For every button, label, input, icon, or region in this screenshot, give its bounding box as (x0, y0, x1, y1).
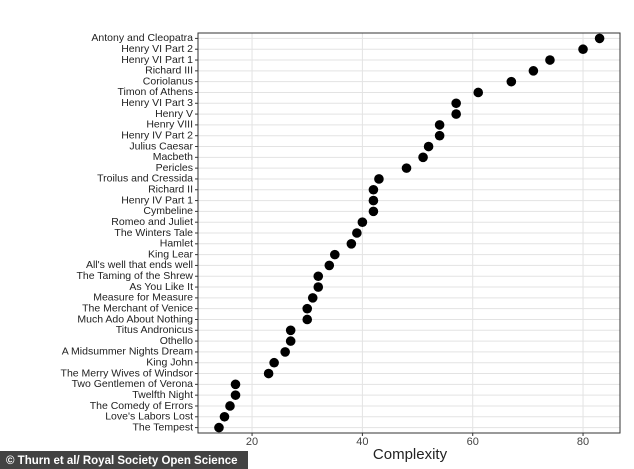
y-tick-label: Much Ado About Nothing (77, 313, 193, 325)
y-tick-label: Cymbeline (143, 205, 193, 217)
dot (352, 228, 362, 238)
dot (451, 98, 461, 109)
y-tick-label: All's well that ends well (86, 259, 193, 271)
dot (230, 390, 241, 400)
y-tick-label: Twelfth Night (132, 389, 193, 401)
dot (225, 401, 235, 411)
y-tick-label: Henry V (155, 108, 193, 120)
y-tick-label: A Midsummer Nights Dream (62, 346, 194, 358)
y-tick-label: Henry IV Part 2 (121, 129, 193, 141)
y-tick-label: Antony and Cleopatra (91, 32, 193, 44)
plot-area (197, 32, 621, 434)
dot (506, 76, 517, 87)
x-tick-label: 40 (356, 436, 368, 448)
y-tick-label: Henry IV Part 1 (121, 194, 193, 206)
y-tick-label: As You Like It (129, 281, 193, 293)
dot (578, 44, 588, 55)
dot (214, 422, 224, 433)
y-tick-label: Henry VI Part 1 (121, 54, 193, 66)
dot (473, 87, 484, 98)
dot (368, 184, 379, 195)
y-tick-label: Timon of Athens (118, 86, 193, 98)
dot (313, 282, 324, 292)
dot (434, 130, 445, 141)
dot (346, 239, 357, 249)
y-tick-label: The Comedy of Errors (90, 400, 193, 412)
dot (330, 249, 340, 260)
dot (219, 411, 230, 422)
y-tick-label: Henry VI Part 3 (121, 97, 193, 109)
dot (324, 260, 335, 271)
dot (401, 163, 412, 173)
dot (269, 357, 279, 368)
dot (285, 336, 296, 346)
y-tick-label: Romeo and Juliet (111, 216, 193, 228)
dot (528, 66, 539, 76)
y-tick-label: Troilus and Cressida (97, 173, 193, 185)
x-axis-label: Complexity (373, 446, 448, 463)
dot (313, 271, 324, 282)
y-tick-label: Hamlet (160, 238, 193, 250)
y-tick-label: Henry VIII (146, 119, 193, 131)
y-tick-label: Othello (160, 335, 193, 347)
y-tick-label: Measure for Measure (93, 292, 193, 304)
y-tick-label: Henry VI Part 2 (121, 43, 193, 55)
dot (545, 55, 555, 65)
y-tick-label: King John (146, 357, 193, 369)
dot (594, 33, 605, 44)
dot (280, 347, 290, 357)
y-tick-label: Julius Caesar (129, 140, 193, 152)
dot (423, 141, 434, 152)
x-tick-label: 20 (246, 436, 258, 448)
y-tick-label: Richard III (145, 65, 193, 77)
y-tick-label: Love's Labors Lost (105, 411, 193, 423)
x-tick-label: 80 (577, 436, 589, 448)
dot (307, 293, 318, 303)
dot (263, 368, 274, 379)
y-tick-label: Richard II (148, 184, 193, 196)
x-tick-label: 60 (467, 436, 479, 448)
dot (302, 314, 313, 325)
dot (357, 217, 368, 227)
y-tick-label: Titus Andronicus (116, 324, 193, 336)
credit: © Thurn et al/ Royal Society Open Scienc… (6, 455, 238, 467)
dot (374, 174, 384, 184)
dot (285, 325, 296, 336)
y-tick-label: The Winters Tale (114, 227, 193, 239)
credit-background (0, 451, 248, 469)
y-tick-label: Macbeth (153, 151, 193, 163)
y-tick-label: King Lear (148, 248, 193, 260)
dot (434, 120, 445, 130)
dot (368, 195, 379, 206)
y-tick-label: Two Gentlemen of Verona (72, 378, 194, 390)
dot (418, 152, 428, 163)
dot (451, 109, 461, 119)
y-tick-label: The Merry Wives of Windsor (61, 367, 194, 379)
dot (368, 206, 379, 217)
y-tick-label: The Taming of the Shrew (76, 270, 193, 282)
dot (230, 379, 241, 390)
y-tick-label: The Merchant of Venice (82, 302, 193, 314)
y-tick-label: Coriolanus (143, 75, 193, 87)
dot (302, 303, 313, 314)
y-tick-label: The Tempest (132, 421, 193, 433)
y-tick-label: Pericles (156, 162, 193, 174)
